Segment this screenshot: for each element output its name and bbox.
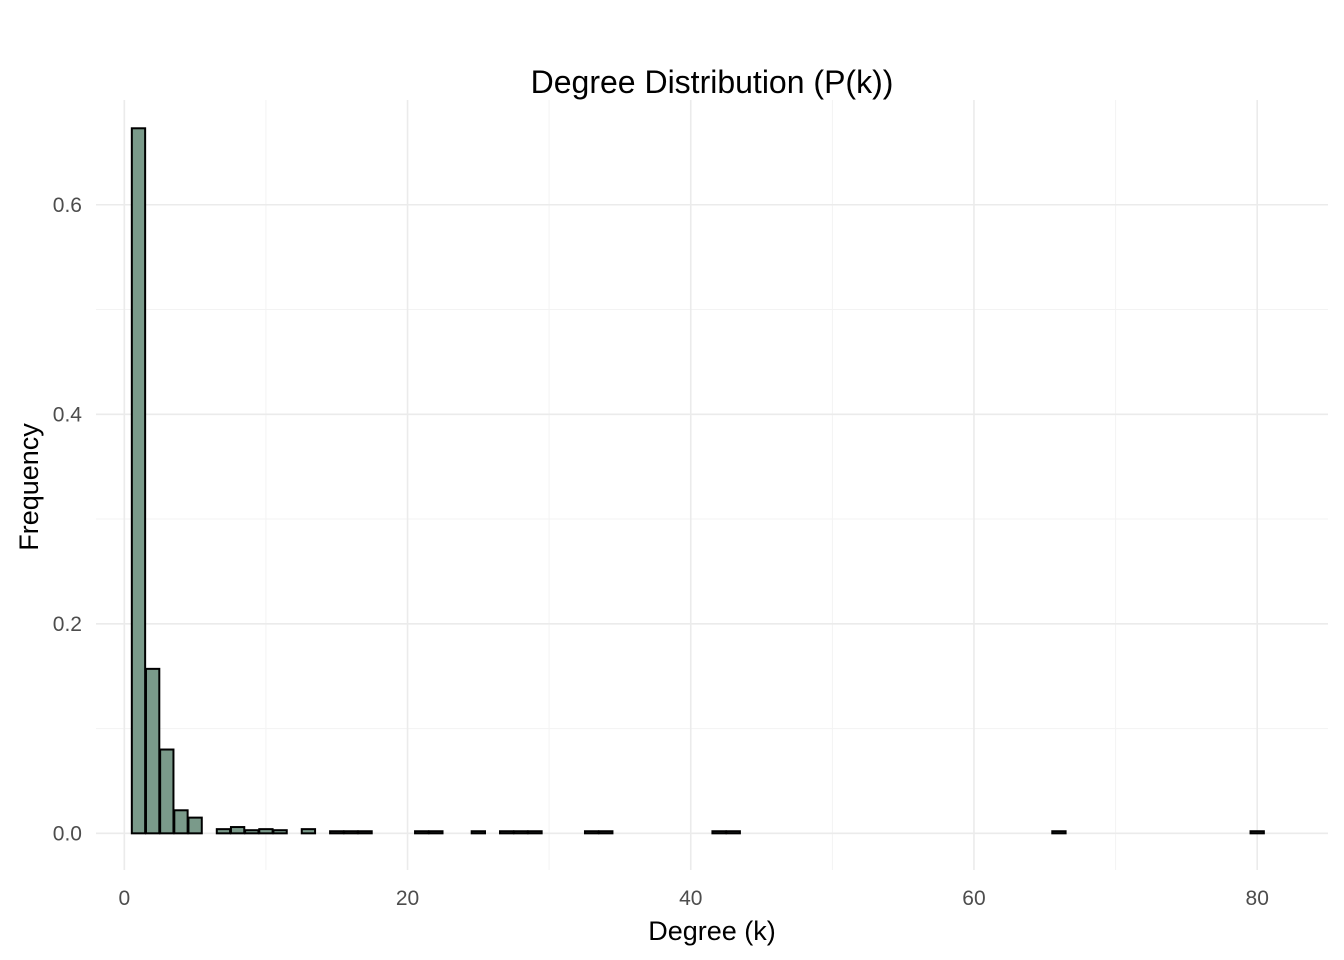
bar-k-34: [598, 830, 614, 835]
bar-k-27: [499, 830, 515, 835]
x-axis-title: Degree (k): [648, 916, 776, 946]
bar-k-17: [357, 830, 373, 835]
x-tick-label: 60: [962, 887, 985, 910]
bar-k-1: [130, 127, 147, 835]
bar-k-2: [144, 667, 161, 835]
bar-k-25: [470, 830, 487, 835]
bar-k-7: [215, 828, 232, 835]
x-tick-label: 40: [679, 887, 702, 910]
bar-k-13: [300, 828, 317, 835]
bar-k-66: [1051, 830, 1067, 835]
bar-k-80: [1249, 830, 1265, 835]
bar-k-11: [272, 829, 288, 835]
grid: [96, 100, 1328, 870]
x-tick-label: 20: [396, 887, 419, 910]
y-axis-title: Frequency: [14, 423, 44, 551]
bar-k-29: [527, 830, 543, 835]
bar-k-33: [583, 830, 600, 835]
chart-title: Degree Distribution (P(k)): [531, 64, 894, 100]
y-tick-label: 0.4: [53, 403, 83, 426]
y-axis-ticks: 0.0 0.2 0.4 0.6: [53, 194, 83, 846]
bar-k-4: [173, 809, 189, 835]
bar-k-9: [244, 829, 260, 835]
y-tick-label: 0.0: [53, 822, 82, 845]
bar-k-42: [711, 830, 727, 835]
x-tick-label: 80: [1246, 887, 1269, 910]
y-tick-label: 0.2: [53, 613, 82, 636]
x-tick-label: 0: [118, 887, 130, 910]
bar-k-22: [428, 830, 444, 835]
bar-k-28: [513, 830, 529, 835]
bar-k-10: [258, 828, 274, 835]
bar-k-15: [329, 830, 345, 835]
bar-k-8: [229, 826, 246, 835]
bars: [130, 127, 1265, 835]
x-axis-ticks: 0 20 40 60 80: [118, 887, 1268, 910]
y-tick-label: 0.6: [53, 194, 82, 217]
bar-k-16: [343, 830, 359, 835]
bar-k-3: [159, 748, 175, 835]
bar-k-43: [725, 830, 741, 835]
bar-k-21: [414, 830, 430, 835]
bar-k-5: [187, 816, 203, 835]
